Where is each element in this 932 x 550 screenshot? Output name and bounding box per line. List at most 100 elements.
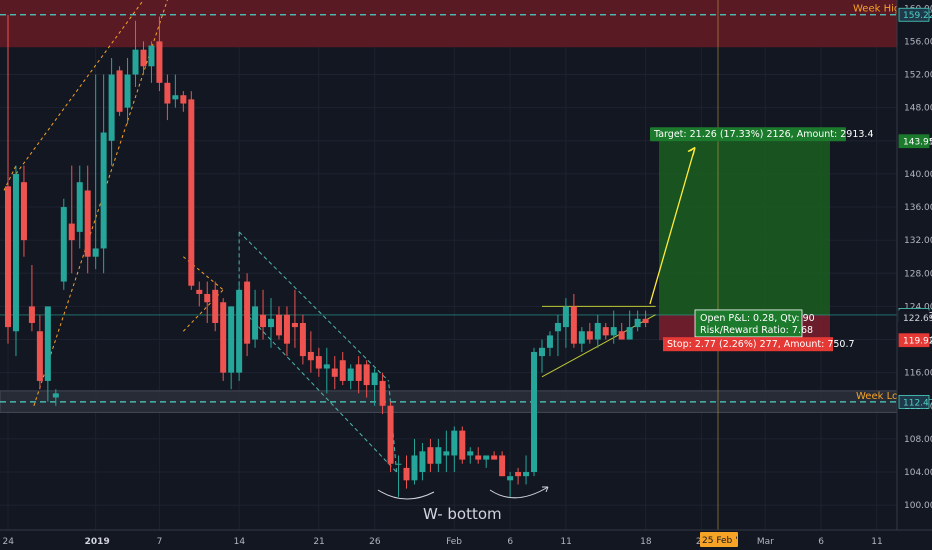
candle-body bbox=[44, 306, 51, 381]
candle-body bbox=[283, 314, 290, 344]
candle-body bbox=[602, 327, 609, 336]
target-label: Target: 21.26 (17.33%) 2126, Amount: 291… bbox=[653, 129, 874, 140]
candle-body bbox=[268, 318, 275, 328]
time-tick-label: 11 bbox=[871, 537, 882, 547]
candle-body bbox=[363, 364, 370, 386]
price-tick-label: 104.00 bbox=[904, 468, 932, 478]
open-pnl-box bbox=[694, 309, 803, 338]
candle-body bbox=[220, 302, 227, 373]
candle-body bbox=[172, 95, 179, 100]
candle-body bbox=[355, 364, 362, 381]
candles bbox=[5, 14, 649, 497]
candle-body bbox=[427, 447, 434, 464]
candle-body bbox=[578, 331, 585, 344]
price-tick-label: 108.00 bbox=[904, 435, 932, 445]
candle-body bbox=[196, 289, 203, 294]
time-tick-label: 26 bbox=[369, 537, 381, 547]
drawings[interactable] bbox=[0, 0, 897, 530]
candle-body bbox=[610, 327, 617, 336]
candle-body bbox=[60, 207, 67, 282]
date-cursor-label: 25 Feb '19 bbox=[702, 536, 749, 546]
target-arrow[interactable] bbox=[649, 147, 696, 305]
price-axis-bg bbox=[897, 0, 932, 550]
candle-body bbox=[403, 467, 410, 481]
price-tick-label: 140.00 bbox=[904, 170, 932, 180]
target-zone bbox=[659, 141, 830, 315]
candle-body bbox=[108, 74, 115, 141]
candle-body bbox=[307, 351, 314, 361]
candle-body bbox=[100, 132, 107, 249]
candle-body bbox=[188, 99, 195, 286]
channel-line-start[interactable] bbox=[3, 165, 17, 191]
time-tick-label: 11 bbox=[560, 537, 571, 547]
candle-body bbox=[228, 306, 235, 373]
resistance-zone bbox=[0, 0, 897, 48]
candle-body bbox=[642, 318, 649, 323]
candle-body bbox=[475, 455, 482, 460]
candle-body bbox=[204, 293, 211, 303]
date-cursor-badge bbox=[700, 532, 738, 547]
candle-body bbox=[156, 41, 163, 83]
candle-body bbox=[634, 318, 641, 328]
candle-body bbox=[180, 95, 187, 104]
candle-body bbox=[562, 306, 569, 328]
price-tick-label: 128.00 bbox=[904, 269, 932, 279]
price-tick-label: 116.00 bbox=[904, 369, 932, 379]
time-tick-label: 18 bbox=[640, 537, 652, 547]
candle-body bbox=[347, 368, 354, 381]
candle-body bbox=[124, 74, 131, 108]
overlay: W- bottom Week High Week Low Target: 21.26 … bbox=[377, 4, 907, 523]
candle-body bbox=[315, 356, 322, 369]
open-pnl-label: Open P&L: 0.28, Qty: 90 bbox=[700, 313, 815, 324]
risk-reward-label: Risk/Reward Ratio: 7.68 bbox=[700, 325, 813, 336]
candle-body bbox=[483, 455, 490, 460]
price-tick-label: 156.00 bbox=[904, 37, 932, 47]
candle-body bbox=[339, 360, 346, 381]
price-badge-text-week_high: 159.22 bbox=[903, 11, 932, 21]
candle-body bbox=[68, 223, 75, 241]
candle-body bbox=[626, 327, 633, 340]
candle-body bbox=[379, 380, 386, 406]
candle-body bbox=[586, 331, 593, 340]
time-tick-label: 7 bbox=[157, 537, 163, 547]
candle-body bbox=[5, 186, 11, 328]
price-badge-week_low bbox=[898, 394, 930, 409]
w-bottom-arrow-head bbox=[542, 486, 549, 493]
channel-line-lower[interactable] bbox=[33, 0, 168, 406]
desc-channel-upper[interactable] bbox=[238, 231, 389, 382]
w-bottom-arc-left bbox=[377, 489, 435, 500]
candle-body bbox=[451, 430, 458, 456]
candle-body bbox=[499, 455, 506, 477]
stop-label-box bbox=[663, 337, 833, 352]
candle-body bbox=[419, 451, 426, 473]
candle-body bbox=[76, 182, 83, 232]
candle-body bbox=[459, 430, 466, 460]
candle-body bbox=[531, 351, 538, 473]
price-badge-current bbox=[898, 310, 930, 325]
candle-body bbox=[20, 182, 27, 241]
target-arrow-head bbox=[687, 146, 696, 156]
candle-body bbox=[140, 49, 147, 67]
price-axis[interactable]: 100.00104.00108.00112.00116.00120.00124.… bbox=[896, 0, 932, 550]
price-badge-text-stop: 119.92 bbox=[903, 337, 932, 347]
price-tick-label: 136.00 bbox=[904, 203, 932, 213]
desc-channel-lower[interactable] bbox=[238, 306, 397, 473]
price-badge-text-week_low: 112.47 bbox=[903, 398, 932, 408]
candle-body bbox=[12, 173, 19, 332]
candle-body bbox=[116, 70, 123, 112]
candle-body bbox=[252, 306, 259, 340]
week-high-label: Week High bbox=[853, 4, 907, 15]
candle-body bbox=[570, 306, 577, 344]
candle-body bbox=[515, 472, 522, 477]
candle-body bbox=[546, 335, 553, 348]
candle-body bbox=[291, 322, 298, 328]
target-label-box bbox=[650, 127, 846, 142]
time-tick-label: 24 bbox=[3, 537, 15, 547]
candle-body bbox=[594, 322, 601, 340]
candle-body bbox=[435, 447, 442, 464]
time-axis[interactable]: 2420197142126Feb6111823Mar61125 Feb '19 bbox=[0, 529, 932, 550]
candle-body bbox=[491, 455, 498, 460]
candle-body bbox=[467, 451, 474, 456]
candle-body bbox=[299, 322, 306, 357]
